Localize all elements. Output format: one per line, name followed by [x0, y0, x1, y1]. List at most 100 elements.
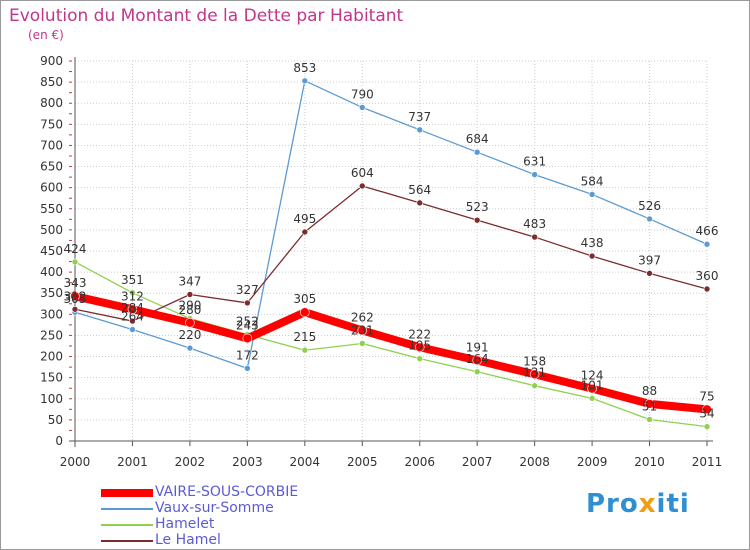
series-group	[70, 77, 712, 430]
data-label: 284	[121, 301, 144, 315]
data-point	[472, 355, 482, 366]
data-point	[242, 333, 253, 344]
data-point	[703, 285, 711, 293]
data-label: 158	[523, 354, 546, 368]
data-label: 631	[523, 155, 546, 169]
data-point	[129, 289, 136, 297]
data-label: 523	[466, 200, 489, 214]
data-label: 252	[236, 315, 259, 329]
y-tick-label: 350	[40, 286, 63, 300]
x-tick-label: 2008	[519, 455, 550, 469]
data-point	[71, 258, 79, 266]
data-label: 243	[236, 318, 259, 332]
data-label: 164	[466, 352, 489, 366]
legend-swatch	[101, 508, 153, 510]
y-tick-label: 900	[40, 54, 63, 68]
data-label: 305	[64, 292, 87, 306]
data-point	[71, 305, 79, 313]
y-tick-label: 800	[40, 96, 63, 110]
data-point	[244, 365, 251, 372]
data-label: 280	[178, 303, 201, 317]
data-label: 397	[638, 253, 661, 267]
legend-swatch	[101, 524, 153, 526]
y-tick-label: 50	[48, 413, 63, 427]
x-tick-label: 2004	[290, 455, 321, 469]
chart-unit: (en €)	[28, 28, 64, 42]
data-point	[587, 383, 597, 394]
data-label: 424	[64, 242, 87, 256]
data-point	[646, 270, 653, 277]
x-tick-label: 2010	[634, 455, 665, 469]
data-point	[414, 342, 425, 353]
data-point	[531, 233, 538, 241]
data-point	[301, 346, 309, 354]
data-label: 483	[523, 217, 546, 231]
y-tick-label: 700	[40, 138, 63, 152]
y-tick-label: 150	[40, 371, 63, 385]
x-tick-label: 2000	[60, 455, 91, 469]
data-label: 584	[581, 174, 604, 188]
data-point	[703, 240, 711, 248]
data-point	[646, 215, 653, 223]
x-tick-label: 2006	[404, 455, 435, 469]
x-tick-label: 2009	[577, 455, 608, 469]
data-label: 312	[121, 289, 144, 303]
data-label: 215	[293, 330, 316, 344]
data-label: 790	[351, 87, 374, 101]
data-point	[300, 307, 310, 318]
data-label: 438	[581, 236, 604, 250]
data-point	[644, 399, 655, 409]
data-point	[473, 216, 481, 224]
legend-label: Vaux-sur-Somme	[155, 500, 274, 516]
data-point	[646, 416, 653, 423]
y-tick-label: 400	[40, 265, 63, 279]
y-tick-label: 550	[40, 202, 63, 216]
data-label: 220	[178, 328, 201, 342]
data-point	[129, 317, 136, 325]
data-point	[473, 368, 481, 376]
data-label: 305	[293, 292, 316, 306]
data-label: 737	[408, 110, 431, 124]
series-line	[74, 80, 708, 370]
data-label: 191	[466, 340, 489, 354]
y-tick-label: 600	[40, 181, 63, 195]
data-point	[588, 252, 596, 260]
proxiti-logo: Proxiti	[586, 489, 690, 519]
data-label: 88	[642, 384, 657, 398]
data-point	[358, 182, 366, 190]
axes: 0 50 100 150 200 250 300 350 400 450 500 550 600 650 7…	[40, 54, 722, 469]
data-point	[588, 395, 596, 402]
data-label: 101	[581, 378, 604, 392]
y-tick-label: 850	[40, 75, 63, 89]
legend-label: Hamelet	[155, 516, 215, 532]
data-label: 231	[351, 323, 374, 337]
data-label: 172	[236, 348, 259, 362]
data-label: 526	[638, 199, 661, 213]
data-labels: 305 264 220 172 853 790 737 684 631 584 526 466 424 3…	[64, 61, 719, 421]
data-point	[301, 228, 309, 236]
legend-label: Le Hamel	[155, 532, 221, 548]
data-label: 195	[408, 339, 431, 353]
y-tick-label: 450	[40, 244, 63, 258]
x-tick-label: 2002	[175, 455, 206, 469]
y-tick-label: 500	[40, 223, 63, 237]
data-label: 290	[178, 299, 201, 313]
data-point	[301, 77, 309, 85]
data-point	[357, 325, 368, 336]
data-label: 312	[64, 289, 87, 303]
data-point	[70, 291, 80, 301]
y-tick-label: 100	[40, 392, 63, 406]
data-point	[358, 340, 366, 347]
legend-swatch	[101, 489, 153, 497]
y-tick-label: 750	[40, 117, 63, 131]
data-point	[529, 369, 540, 380]
series-line	[74, 261, 708, 428]
x-tick-label: 2007	[462, 455, 493, 469]
data-point	[127, 304, 138, 315]
data-point	[185, 317, 195, 328]
legend-swatch	[101, 540, 153, 542]
grid	[74, 60, 708, 442]
data-label: 684	[466, 132, 489, 146]
